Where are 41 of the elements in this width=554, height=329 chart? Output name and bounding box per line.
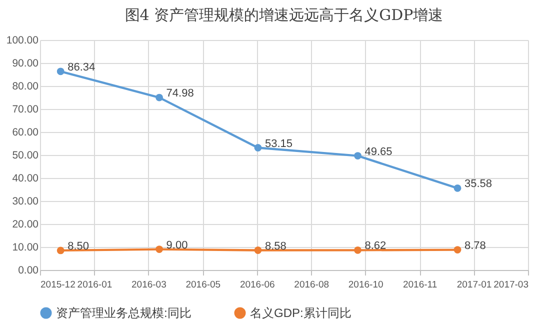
point bbox=[354, 152, 362, 160]
legend-label: 资产管理业务总规模:同比 bbox=[56, 306, 192, 320]
y-tick-label: 100.00 bbox=[6, 34, 39, 46]
y-tick-label: 0.00 bbox=[18, 264, 39, 276]
data-label: 86.34 bbox=[68, 61, 96, 74]
data-label: 74.98 bbox=[166, 88, 194, 100]
y-tick-label: 70.00 bbox=[12, 104, 39, 116]
point bbox=[56, 68, 64, 76]
x-tick-label: 2016-08 bbox=[294, 280, 330, 290]
legend-label: 名义GDP:累计同比 bbox=[250, 306, 352, 320]
y-tick-label: 90.00 bbox=[12, 58, 39, 70]
x-tick-label: 2016-11 bbox=[402, 280, 438, 290]
data-label: 9.00 bbox=[166, 239, 188, 252]
y-tick-label: 20.00 bbox=[12, 218, 39, 230]
x-tick-label: 2016-10 bbox=[348, 280, 384, 290]
data-label: 49.65 bbox=[364, 146, 392, 158]
point bbox=[454, 246, 462, 254]
data-label: 35.58 bbox=[464, 178, 492, 190]
x-tick-label: 2017-01 bbox=[456, 280, 492, 290]
y-tick-label: 40.00 bbox=[12, 172, 39, 184]
data-label: 8.78 bbox=[464, 240, 486, 252]
x-tick-label: 2015-12 bbox=[40, 280, 76, 290]
point bbox=[56, 246, 64, 254]
x-tick-label: 2016-03 bbox=[132, 280, 166, 290]
y-tick-label: 30.00 bbox=[12, 196, 39, 208]
y-tick-label: 80.00 bbox=[12, 80, 39, 92]
point bbox=[254, 246, 262, 254]
data-label: 53.15 bbox=[264, 138, 293, 150]
x-tick-label: 2016-06 bbox=[240, 280, 275, 290]
x-tick-label: 2016-01 bbox=[77, 280, 112, 290]
point bbox=[454, 184, 462, 192]
y-tick-label: 50.00 bbox=[12, 150, 39, 162]
point bbox=[354, 246, 362, 254]
point bbox=[156, 246, 163, 253]
point bbox=[156, 94, 163, 102]
point bbox=[254, 144, 262, 152]
chart-title: 图4 资产管理规模的增速远远高于名义GDP增速 bbox=[124, 6, 444, 24]
y-tick-label: 10.00 bbox=[12, 242, 39, 254]
x-tick-label: 2016-05 bbox=[186, 280, 221, 290]
x-tick-label: 2017-03 bbox=[494, 280, 528, 290]
y-tick-label: 60.00 bbox=[12, 126, 39, 138]
